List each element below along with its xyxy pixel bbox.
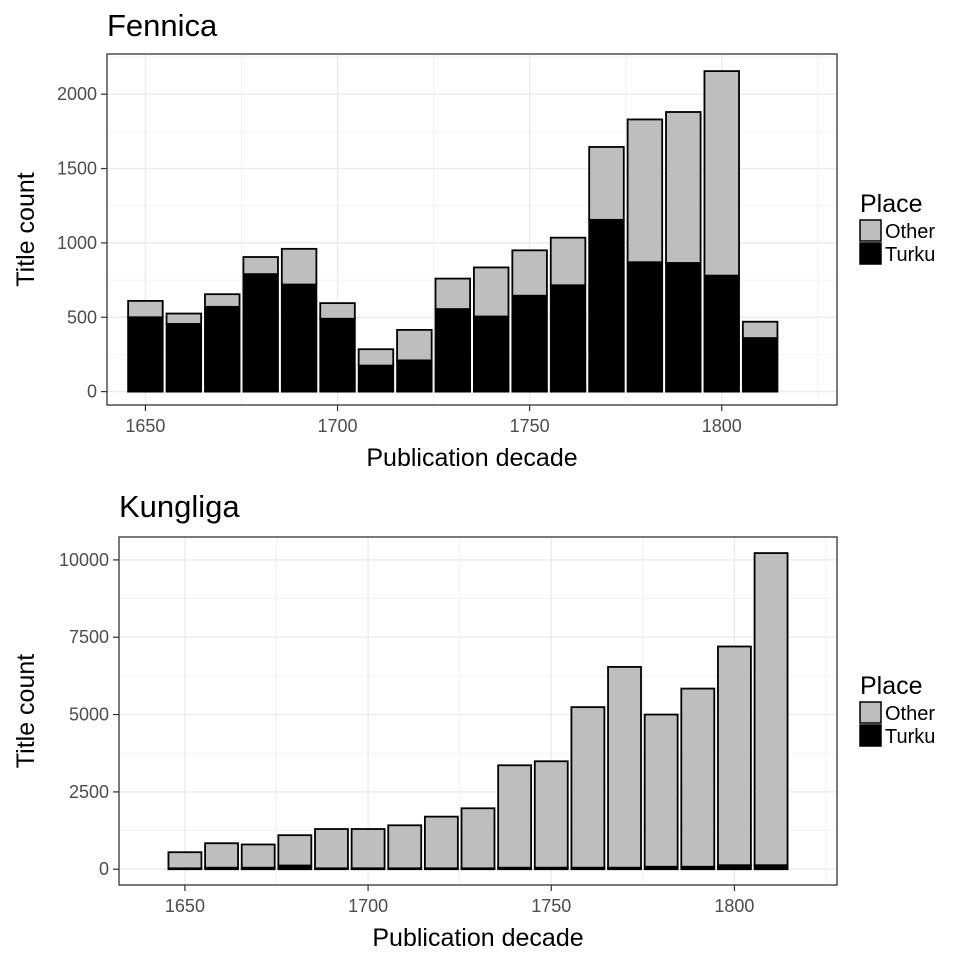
x-tick-label: 1800: [702, 416, 742, 436]
bar-other: [549, 236, 587, 287]
y-tick-label: 0: [99, 859, 109, 879]
bar-other: [165, 312, 203, 325]
bar-turku: [549, 284, 587, 393]
bar-other: [280, 247, 318, 286]
bar-other: [460, 807, 496, 870]
bar-other: [607, 666, 642, 869]
legend-title: Place: [860, 190, 923, 218]
bar-other: [588, 146, 625, 221]
bar-other: [473, 266, 510, 318]
bar-other: [319, 302, 356, 320]
bar-other: [497, 764, 533, 869]
chart-title: Kungliga: [119, 489, 240, 524]
bar-other: [396, 328, 433, 362]
bar-other: [626, 118, 664, 264]
x-tick-label: 1750: [531, 896, 571, 916]
bar-other: [753, 552, 789, 867]
bar-turku: [204, 305, 241, 393]
bar-other: [703, 70, 740, 277]
bar-turku: [473, 315, 510, 393]
x-tick-label: 1650: [125, 416, 165, 436]
bar-other: [643, 713, 679, 868]
bar-other: [242, 256, 279, 276]
bar-turku: [319, 317, 356, 393]
bar-turku: [280, 283, 318, 393]
x-tick-label: 1750: [510, 416, 550, 436]
x-tick-label: 1700: [348, 896, 388, 916]
bar-turku: [357, 364, 395, 393]
y-tick-label: 10000: [59, 550, 109, 570]
legend-label-other: Other: [885, 703, 935, 725]
chart-panel-1: Kungliga 0 2500 5000 7500 10000 1650 1700 1750 18…: [12, 489, 935, 952]
bar-other: [741, 320, 779, 339]
y-tick-label: 5000: [69, 705, 109, 725]
legend-label-other: Other: [885, 221, 935, 243]
legend-swatch-other: [859, 219, 882, 242]
y-tick-label: 1500: [57, 159, 97, 179]
x-axis-label: Publication decade: [366, 444, 577, 472]
bar-turku: [665, 262, 702, 393]
bar-other: [423, 815, 459, 870]
y-axis-label: Title count: [12, 172, 40, 286]
y-tick-label: 0: [87, 382, 97, 402]
bar-other: [127, 299, 164, 319]
bar-turku: [626, 261, 664, 393]
y-tick-label: 2000: [57, 84, 97, 104]
legend-swatch-turku: [859, 724, 882, 747]
bar-other: [357, 348, 395, 367]
x-tick-label: 1650: [165, 896, 205, 916]
bar-turku: [703, 274, 740, 393]
legend-label-turku: Turku: [885, 244, 935, 266]
bar-other: [350, 828, 386, 870]
bar-turku: [434, 308, 471, 393]
legend-swatch-other: [859, 701, 882, 724]
bar-other: [434, 277, 471, 310]
bar-other: [533, 760, 569, 869]
bar-turku: [511, 294, 548, 393]
y-tick-label: 1000: [57, 233, 97, 253]
bar-turku: [741, 337, 779, 393]
y-tick-label: 2500: [69, 782, 109, 802]
bar-turku: [396, 359, 433, 393]
bar-turku: [165, 323, 203, 393]
bar-other: [680, 687, 716, 868]
plot-border: [106, 53, 838, 406]
legend-swatch-turku: [859, 242, 882, 265]
x-tick-label: 1700: [318, 416, 358, 436]
bar-other: [204, 842, 239, 869]
x-tick-label: 1800: [714, 896, 754, 916]
y-tick-label: 7500: [69, 627, 109, 647]
bar-other: [387, 824, 423, 870]
legend-label-turku: Turku: [885, 726, 935, 748]
bar-other: [511, 249, 548, 297]
plot-border: [118, 536, 838, 886]
bar-other: [717, 645, 752, 867]
bar-other: [167, 851, 203, 870]
y-tick-label: 500: [67, 307, 97, 327]
bar-other: [665, 111, 702, 264]
bar-other: [240, 843, 276, 869]
bar-other: [204, 293, 241, 308]
bar-other: [277, 834, 313, 867]
bar-turku: [127, 316, 164, 393]
y-axis-label: Title count: [12, 654, 40, 768]
chart-panel-0: Fennica 0 500 1000 1500 2000 1650 1700 1750 1800 P…: [12, 8, 935, 472]
chart-title: Fennica: [107, 8, 218, 43]
bar-other: [314, 828, 349, 870]
bar-turku: [588, 218, 625, 393]
bar-other: [570, 706, 606, 869]
legend-title: Place: [860, 672, 923, 700]
x-axis-label: Publication decade: [372, 924, 583, 952]
bar-turku: [242, 273, 279, 393]
